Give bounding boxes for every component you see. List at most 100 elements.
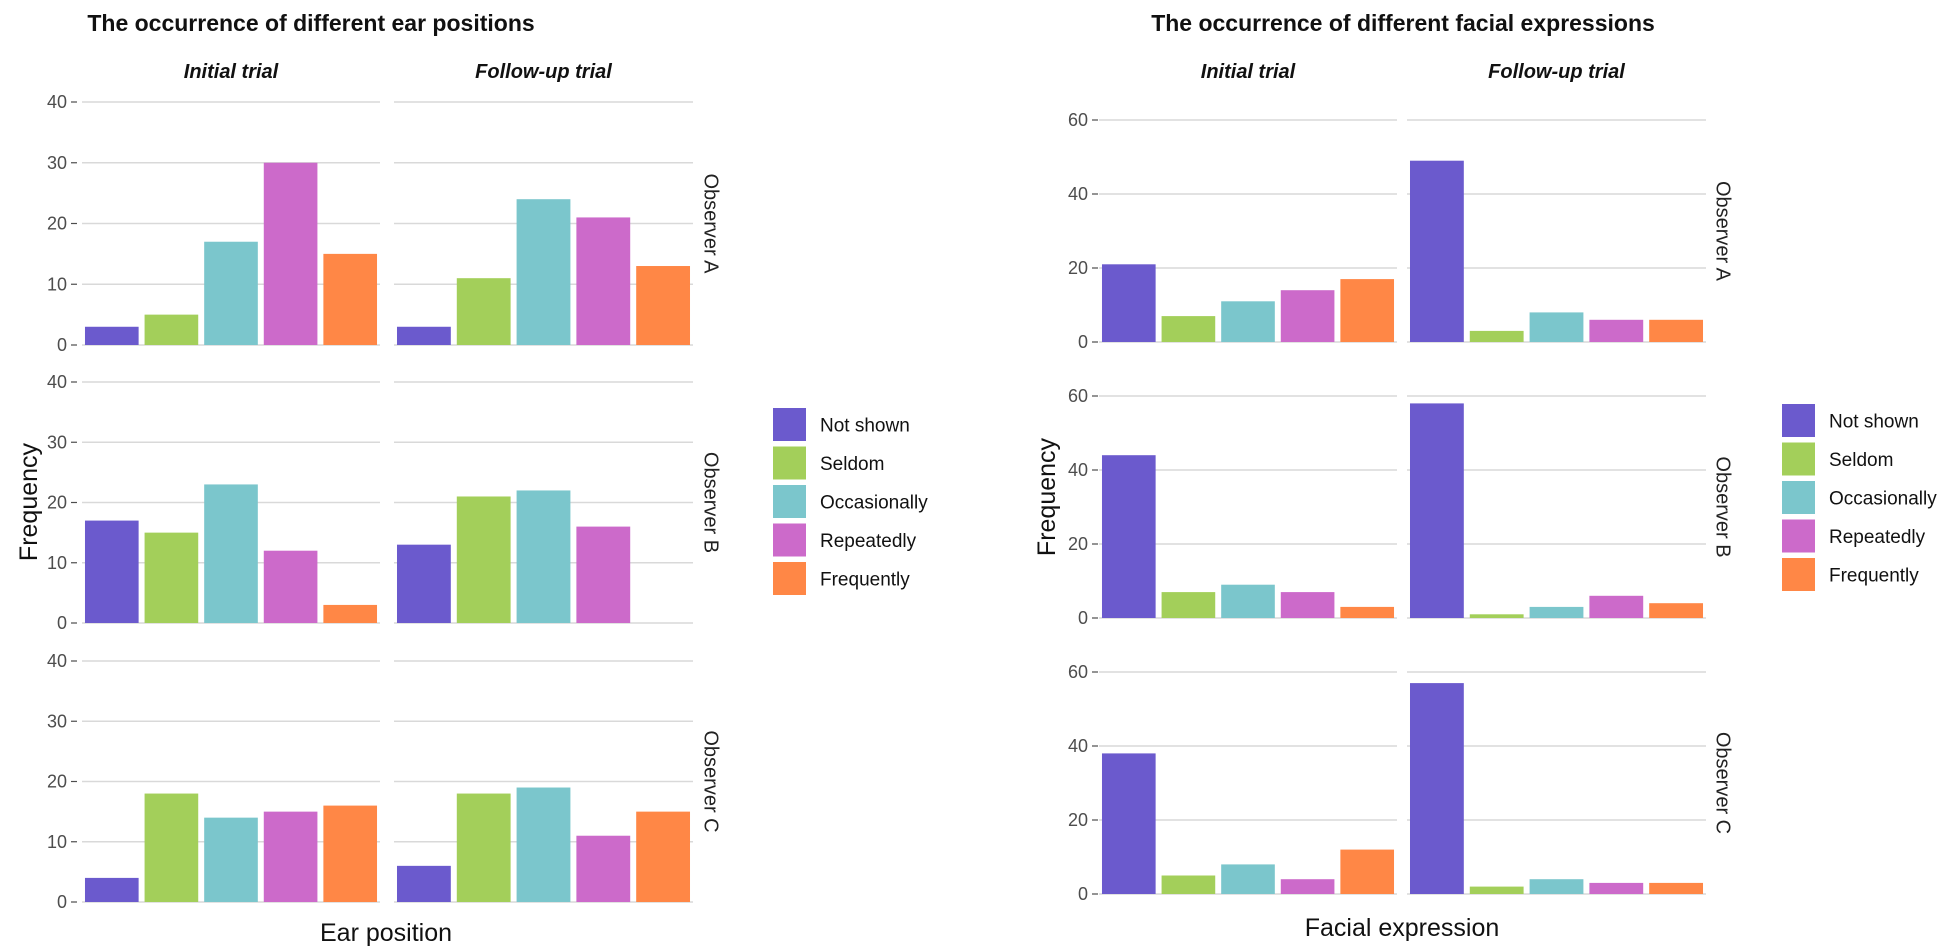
y-tick-label: 20 (47, 772, 67, 792)
y-tick-label: 30 (47, 711, 67, 731)
facet-column-label: Initial trial (1201, 61, 1296, 83)
facet-row-label: Observer A (700, 173, 722, 274)
panel-observer-a-initial-trial (1099, 119, 1397, 343)
bar-repeatedly (576, 217, 631, 345)
bar-not-shown (396, 326, 451, 345)
bar-frequently (1649, 319, 1704, 342)
bar-repeatedly (1589, 595, 1644, 618)
y-tick-label: 0 (1078, 884, 1088, 904)
y-tick-label: 40 (1068, 184, 1088, 204)
legend: Not shown Seldom Occasionally Repeatedly Fre… (773, 408, 928, 595)
legend-label: Repeatedly (820, 531, 917, 552)
facet-row-label: Observer C (1712, 732, 1734, 834)
legend-swatch-not-shown (773, 408, 806, 441)
facet-row-label: Observer C (700, 730, 722, 832)
y-axis-label: Frequency (15, 442, 43, 561)
y-tick-label: 60 (1068, 386, 1088, 406)
legend-swatch-frequently (773, 562, 806, 595)
bar-not-shown (84, 877, 139, 902)
bar-frequently (636, 266, 691, 345)
bar-frequently (323, 604, 378, 623)
y-axis-label: Frequency (1033, 437, 1061, 556)
legend-label: Seldom (820, 454, 884, 475)
y-tick-label: 0 (57, 613, 67, 633)
x-axis-label: Ear position (320, 919, 452, 946)
legend-label: Not shown (820, 416, 910, 437)
y-tick-label: 0 (57, 892, 67, 912)
y-tick-label: 0 (1078, 608, 1088, 628)
legend-label: Occasionally (1829, 489, 1937, 510)
bar-seldom (144, 314, 199, 346)
bar-repeatedly (1589, 319, 1644, 342)
y-tick-label: 40 (47, 92, 67, 112)
bar-occasionally (1529, 879, 1584, 894)
bar-frequently (1340, 606, 1395, 618)
facet-row-label: Observer B (700, 452, 722, 553)
bar-frequently (1340, 849, 1395, 894)
bar-occasionally (516, 787, 571, 902)
bar-repeatedly (1280, 879, 1335, 894)
bar-repeatedly (576, 526, 631, 623)
y-tick-label: 20 (47, 214, 67, 234)
y-tick-label: 30 (47, 432, 67, 452)
y-tick-label: 30 (47, 153, 67, 173)
bar-repeatedly (263, 811, 318, 903)
bar-repeatedly (1280, 290, 1335, 342)
chart-title: The occurrence of different facial expre… (1151, 10, 1655, 36)
legend-swatch-repeatedly (1782, 519, 1815, 553)
y-tick-label: 40 (1068, 736, 1088, 756)
panel-observer-b-follow-up-trial (1407, 395, 1706, 619)
y-tick-label: 0 (57, 335, 67, 355)
bar-frequently (323, 253, 378, 346)
bar-frequently (1649, 603, 1704, 618)
chart-facial-expressions: The occurrence of different facial expre… (1033, 10, 1937, 942)
bar-repeatedly (576, 835, 631, 902)
legend-label: Repeatedly (1829, 527, 1926, 548)
legend-label: Not shown (1829, 412, 1919, 433)
bar-seldom (1469, 886, 1524, 894)
legend-label: Seldom (1829, 450, 1893, 471)
bar-occasionally (1221, 584, 1275, 618)
bar-repeatedly (263, 550, 318, 623)
bar-occasionally (1221, 864, 1275, 894)
legend-swatch-repeatedly (773, 523, 806, 557)
legend: Not shown Seldom Occasionally Repeatedly Fre… (1782, 404, 1937, 591)
legend-label: Frequently (820, 570, 910, 591)
panel-observer-a-follow-up-trial (1407, 119, 1706, 343)
y-tick-label: 10 (47, 274, 67, 294)
bar-seldom (144, 532, 199, 624)
bar-frequently (1340, 279, 1395, 342)
panel-observer-b-initial-trial (82, 381, 380, 624)
bar-frequently (636, 811, 691, 903)
y-tick-label: 60 (1068, 662, 1088, 682)
bar-occasionally (204, 241, 258, 345)
facet-column-label: Follow-up trial (1488, 61, 1625, 83)
panel-observer-c-initial-trial (1099, 671, 1397, 895)
bar-occasionally (1221, 301, 1275, 342)
bar-not-shown (1409, 403, 1464, 618)
facet-column-label: Follow-up trial (475, 61, 612, 83)
chart-title: The occurrence of different ear position… (87, 10, 534, 36)
bar-seldom (456, 278, 511, 345)
facet-row-label: Observer A (1712, 181, 1734, 282)
legend-swatch-occasionally (773, 485, 806, 518)
bar-seldom (1161, 592, 1216, 618)
legend-swatch-not-shown (1782, 404, 1815, 437)
panel-observer-c-initial-trial (82, 660, 380, 903)
bar-seldom (1161, 875, 1216, 894)
legend-swatch-seldom (773, 446, 806, 480)
facet-column-label: Initial trial (184, 61, 279, 83)
bar-occasionally (516, 199, 571, 345)
y-tick-label: 10 (47, 832, 67, 852)
panel-observer-a-follow-up-trial (394, 101, 693, 346)
panel-observer-b-initial-trial (1099, 395, 1397, 619)
bar-not-shown (1101, 753, 1156, 894)
y-tick-label: 20 (47, 493, 67, 513)
bar-frequently (323, 805, 378, 902)
bar-seldom (456, 496, 511, 623)
y-tick-label: 60 (1068, 110, 1088, 130)
bar-repeatedly (1280, 592, 1335, 618)
bar-seldom (456, 793, 511, 902)
